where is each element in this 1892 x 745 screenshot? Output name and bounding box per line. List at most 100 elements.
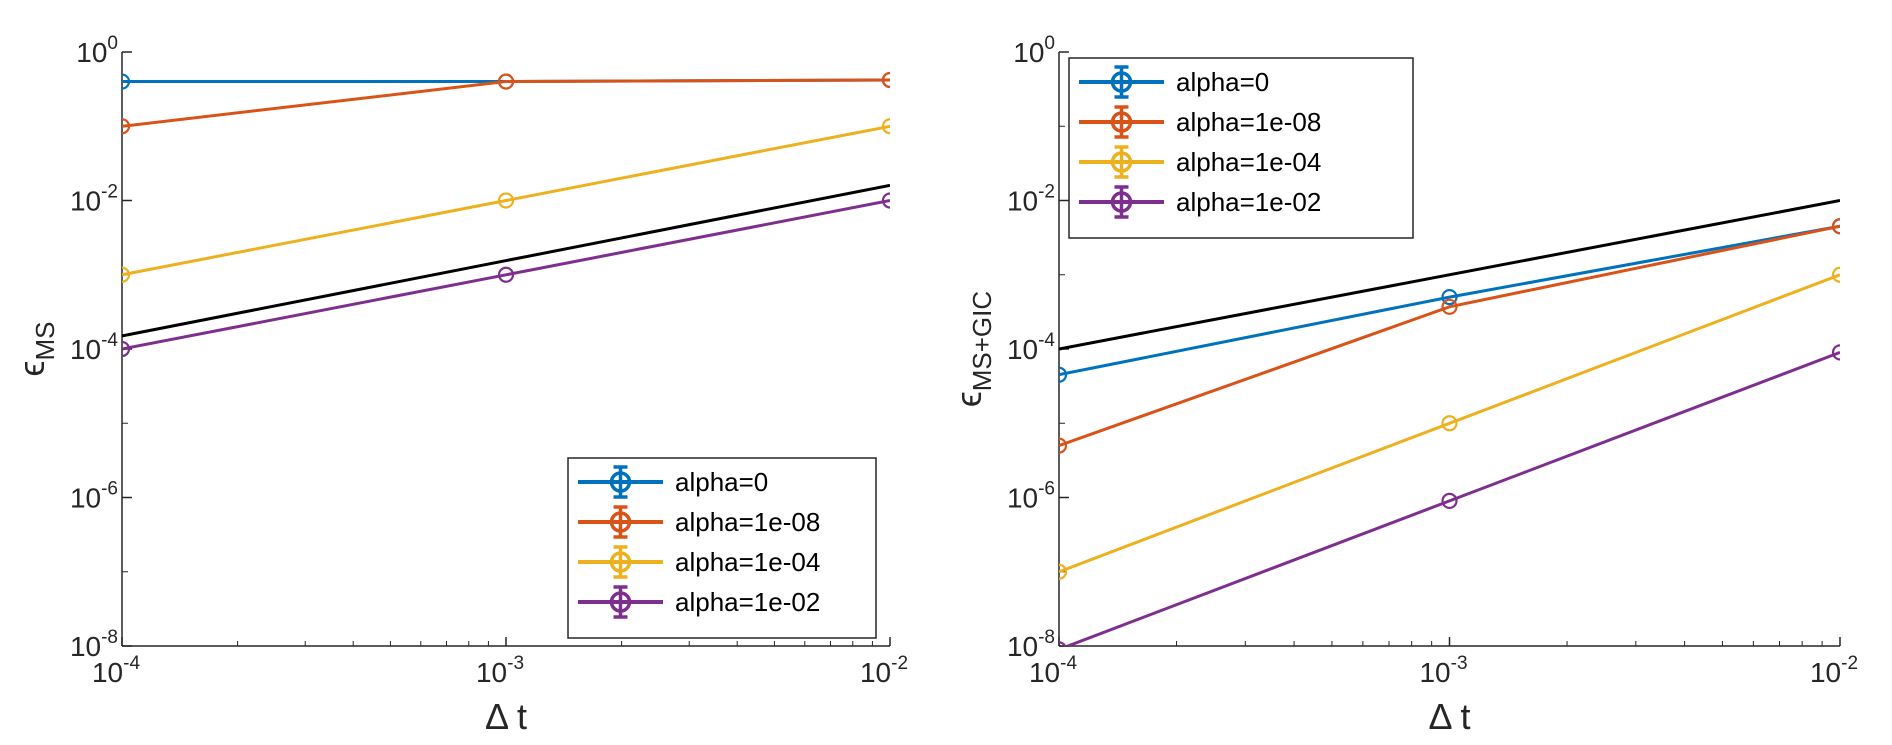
y-axis-label-subscript: MS [30,322,60,361]
y-tick-base: 10 [70,631,101,662]
data-point [122,340,131,358]
data-point [122,118,131,135]
y-tick-base: 10 [1007,186,1038,217]
y-tick-base: 10 [70,483,101,514]
y-tick-base: 10 [70,334,101,365]
legend-marker [609,471,632,493]
x-axis-label: Δ t [485,696,527,737]
data-point [881,118,890,135]
x-tick-label: 10-4 [1029,653,1077,688]
series-line-0 [1059,224,1840,377]
legend: alpha=0 alpha=1e-08 alpha=1e-04 alpha=1e-02 [567,457,877,639]
data-point [1441,289,1458,306]
reference-slope-line [1059,199,1840,351]
y-axis-label-symbol: ϵ [948,391,989,407]
series-line-2 [122,124,890,277]
data-point [497,192,515,209]
data-point [122,73,131,90]
data-point [1441,415,1458,432]
data-point [1059,437,1068,454]
legend-label: alpha=1e-02 [675,587,820,617]
legend: alpha=0 alpha=1e-08 alpha=1e-04 alpha=1e-02 [1068,57,1414,239]
y-tick-base: 10 [1007,483,1038,514]
y-tick-label: 10-4 [1007,330,1055,365]
x-tick-base: 10 [92,657,123,688]
y-tick-base: 10 [70,186,101,217]
x-tick-label: 10-2 [860,653,908,688]
x-tick-base: 10 [476,657,507,688]
y-tick-label: 10-6 [1007,479,1055,514]
y-tick-base: 10 [1007,334,1038,365]
series-line-3 [1063,350,1840,646]
y-tick-base: 10 [76,37,107,68]
legend-label: alpha=1e-02 [1176,187,1321,217]
data-point [1441,298,1458,315]
y-tick-exponent: -2 [1038,182,1055,203]
y-tick-exponent: -4 [101,330,118,351]
data-point [1441,492,1458,509]
y-tick-label: 10-6 [70,479,118,514]
y-tick-exponent: -6 [101,479,118,500]
legend-label: alpha=1e-08 [675,507,820,537]
y-tick-exponent: 0 [107,33,118,54]
legend-label: alpha=1e-04 [1176,147,1321,177]
data-point [1059,366,1068,383]
legend-marker [1110,191,1133,213]
data-point [1831,266,1840,283]
y-tick-exponent: -8 [101,627,118,648]
x-axis-label: Δ t [1428,696,1470,737]
data-point [1831,218,1840,235]
legend-marker [609,591,632,613]
legend-marker [609,551,632,573]
series-line-3 [122,199,890,351]
y-tick-exponent: 0 [1044,33,1055,54]
y-tick-label: 100 [1013,33,1055,68]
x-tick-exponent: -4 [1060,653,1077,674]
y-tick-exponent: -2 [101,182,118,203]
data-point [497,266,515,283]
legend-marker [609,511,632,533]
y-tick-exponent: -4 [1038,330,1055,351]
x-tick-exponent: -2 [1841,653,1858,674]
series-line-2 [1059,273,1840,574]
y-tick-exponent: -8 [1038,627,1055,648]
legend-label: alpha=0 [1176,67,1269,97]
y-axis-label-symbol: ϵ [11,361,52,377]
x-tick-exponent: -3 [507,653,524,674]
plot-area [122,71,890,358]
y-tick-exponent: -6 [1038,479,1055,500]
x-tick-label: 10-2 [1810,653,1858,688]
legend-label: alpha=1e-08 [1176,107,1321,137]
data-point [497,73,515,90]
y-tick-base: 10 [1013,37,1044,68]
y-tick-label: 10-8 [1007,627,1055,662]
x-tick-label: 10-3 [1419,653,1467,688]
series-line-1 [1059,224,1840,448]
legend-marker [1110,71,1133,93]
y-tick-label: 100 [76,33,118,68]
x-tick-exponent: -4 [123,653,140,674]
x-tick-base: 10 [1810,657,1841,688]
y-axis-label: ϵMS+GIC [948,291,997,407]
y-axis-label: ϵMS [11,322,60,377]
data-point [881,71,890,89]
legend-marker [1110,151,1133,173]
y-tick-label: 10-4 [70,330,118,365]
x-tick-base: 10 [1419,657,1450,688]
y-tick-label: 10-2 [1007,182,1055,217]
y-tick-label: 10-8 [70,627,118,662]
x-tick-exponent: -2 [891,653,908,674]
data-point [1831,344,1840,361]
x-tick-label: 10-3 [476,653,524,688]
x-tick-base: 10 [860,657,891,688]
x-tick-exponent: -3 [1451,653,1468,674]
reference-slope-line [122,183,890,338]
x-tick-label: 10-4 [92,653,140,688]
legend-marker [1110,111,1133,133]
series-line-1 [122,78,890,128]
legend-label: alpha=1e-04 [675,547,820,577]
